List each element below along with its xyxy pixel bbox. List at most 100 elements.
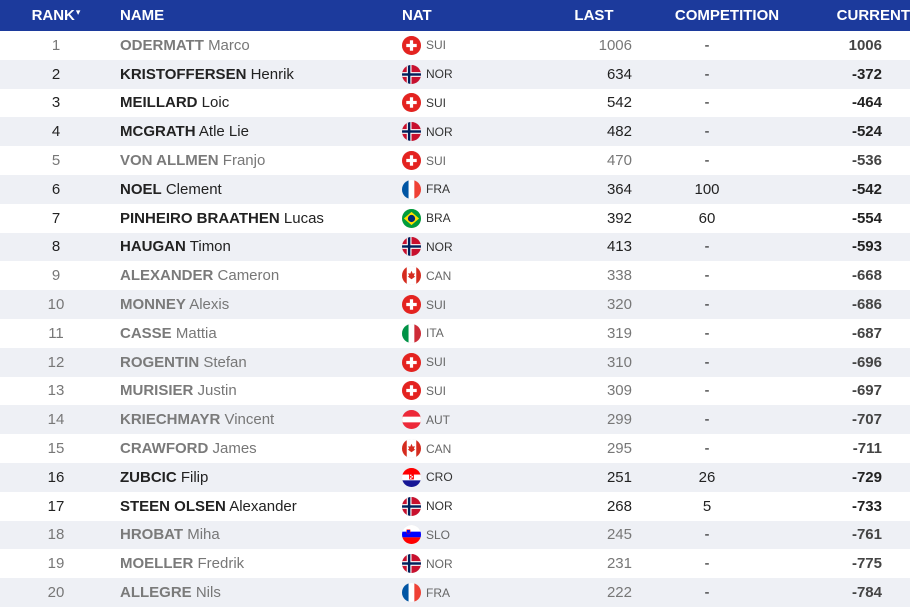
nation-code: FRA [426,585,450,600]
athlete-name[interactable]: STEEN OLSEN Alexander [112,498,402,515]
athlete-last-name: NOEL [120,180,162,198]
athlete-last-name: MONNEY [120,296,186,314]
nationality-cell: FRA [402,583,522,603]
athlete-last-name: MURISIER [120,382,194,400]
table-row[interactable]: 18 HROBAT Miha SLO 245 - -761 [0,520,910,550]
competition-points-cell: - [704,36,710,54]
athlete-first-name: Mattia [175,324,217,342]
competition-points-cell: - [704,324,710,342]
last-points-cell: 295 [606,440,632,458]
athlete-last-name: MEILLARD [120,94,198,112]
athlete-name[interactable]: KRISTOFFERSEN Henrik [112,66,402,83]
competition-points-cell: 100 [694,180,720,198]
table-row[interactable]: 16 ZUBCIC Filip CRO 251 26 -729 [0,462,910,492]
table-row[interactable]: 3 MEILLARD Loic SUI 542 - -464 [0,89,910,118]
name-column-header[interactable]: NAME [120,7,165,24]
athlete-name[interactable]: MEILLARD Loic [112,94,402,111]
athlete-name[interactable]: MOELLER Fredrik [112,555,402,572]
athlete-name[interactable]: ZUBCIC Filip [112,469,402,486]
athlete-name[interactable]: ODERMATT Marco [112,37,402,54]
athlete-name[interactable]: MONNEY Alexis [112,296,402,313]
norway-flag-icon [402,496,421,516]
last-points-cell: 1006 [598,36,632,54]
athlete-last-name: PINHEIRO BRAATHEN [120,209,280,227]
table-row[interactable]: 4 MCGRATH Atle Lie NOR 482 - -524 [0,117,910,147]
nation-code: ITA [426,326,444,341]
last-points-cell: 222 [606,584,632,602]
athlete-name[interactable]: ROGENTIN Stefan [112,354,402,371]
competition-points-cell: - [704,94,710,112]
athlete-last-name: HAUGAN [120,238,186,256]
croatia-flag-icon [402,467,421,487]
last-points-cell: 634 [606,65,632,83]
athlete-name[interactable]: PINHEIRO BRAATHEN Lucas [112,210,402,227]
table-row[interactable]: 6 NOEL Clement FRA 364 100 -542 [0,174,910,204]
athlete-first-name: Cameron [217,267,280,285]
current-points-cell: -697 [851,382,882,400]
athlete-name[interactable]: HROBAT Miha [112,526,402,543]
table-row[interactable]: 20 ALLEGRE Nils FRA 222 - -784 [0,578,910,607]
competition-column-header[interactable]: COMPETITION [674,7,780,24]
rank-column-header[interactable]: RANK▾ [0,7,112,24]
athlete-name[interactable]: ALEXANDER Cameron [112,267,402,284]
athlete-name[interactable]: HAUGAN Timon [112,238,402,255]
current-points-cell: -686 [851,296,882,314]
current-points-cell: -729 [851,468,882,486]
last-points-cell: 364 [606,180,632,198]
table-row[interactable]: 14 KRIECHMAYR Vincent AUT 299 - -707 [0,405,910,435]
competition-points-cell: - [704,584,710,602]
norway-flag-icon [402,237,421,257]
athlete-last-name: STEEN OLSEN [120,497,226,515]
nationality-cell: NOR [402,237,522,257]
table-row[interactable]: 19 MOELLER Fredrik NOR 231 - -775 [0,549,910,578]
athlete-name[interactable]: NOEL Clement [112,181,402,198]
athlete-last-name: KRISTOFFERSEN [120,65,247,83]
last-points-cell: 309 [606,382,632,400]
table-row[interactable]: 11 CASSE Mattia ITA 319 - -687 [0,319,910,348]
nation-code: SUI [426,95,447,110]
table-row[interactable]: 1 ODERMATT Marco SUI 1006 - 1006 [0,31,910,60]
table-row[interactable]: 7 PINHEIRO BRAATHEN Lucas BRA 392 60 -554 [0,204,910,233]
rank-cell: 19 [47,555,65,573]
athlete-name[interactable]: MURISIER Justin [112,382,402,399]
nation-code: NOR [426,556,453,571]
rank-cell: 5 [51,152,61,170]
current-points-cell: -687 [851,324,882,342]
table-row[interactable]: 13 MURISIER Justin SUI 309 - -697 [0,377,910,406]
table-row[interactable]: 15 CRAWFORD James CAN 295 - -711 [0,434,910,463]
athlete-name[interactable]: ALLEGRE Nils [112,584,402,601]
athlete-first-name: Marco [208,36,250,54]
sort-down-icon[interactable]: ▾ [75,7,81,17]
last-column-header[interactable]: LAST [574,7,614,24]
current-points-cell: -542 [851,180,882,198]
nat-column-header[interactable]: NAT [402,7,432,24]
table-row[interactable]: 5 VON ALLMEN Franjo SUI 470 - -536 [0,146,910,175]
last-points-cell: 251 [606,468,632,486]
current-column-header[interactable]: CURRENT [836,7,910,24]
table-row[interactable]: 9 ALEXANDER Cameron CAN 338 - -668 [0,261,910,290]
current-points-cell: 1006 [848,36,882,54]
rank-cell: 17 [47,497,65,515]
rank-cell: 10 [47,296,65,314]
current-points-cell: -733 [851,497,882,515]
athlete-name[interactable]: MCGRATH Atle Lie [112,123,402,140]
nationality-cell: NOR [402,496,522,516]
table-row[interactable]: 12 ROGENTIN Stefan SUI 310 - -696 [0,347,910,377]
table-row[interactable]: 10 MONNEY Alexis SUI 320 - -686 [0,290,910,319]
switzerland-flag-icon [402,35,421,55]
competition-points-cell: - [704,267,710,285]
table-row[interactable]: 8 HAUGAN Timon NOR 413 - -593 [0,232,910,262]
table-row[interactable]: 17 STEEN OLSEN Alexander NOR 268 5 -733 [0,492,910,521]
athlete-name[interactable]: KRIECHMAYR Vincent [112,411,402,428]
table-row[interactable]: 2 KRISTOFFERSEN Henrik NOR 634 - -372 [0,59,910,89]
athlete-name[interactable]: CRAWFORD James [112,440,402,457]
last-points-cell: 268 [606,497,632,515]
canada-flag-icon [402,439,421,459]
nation-code: NOR [426,67,453,82]
last-points-cell: 338 [606,267,632,285]
rank-cell: 16 [47,468,65,486]
athlete-name[interactable]: VON ALLMEN Franjo [112,152,402,169]
nation-code: NOR [426,239,453,254]
athlete-name[interactable]: CASSE Mattia [112,325,402,342]
